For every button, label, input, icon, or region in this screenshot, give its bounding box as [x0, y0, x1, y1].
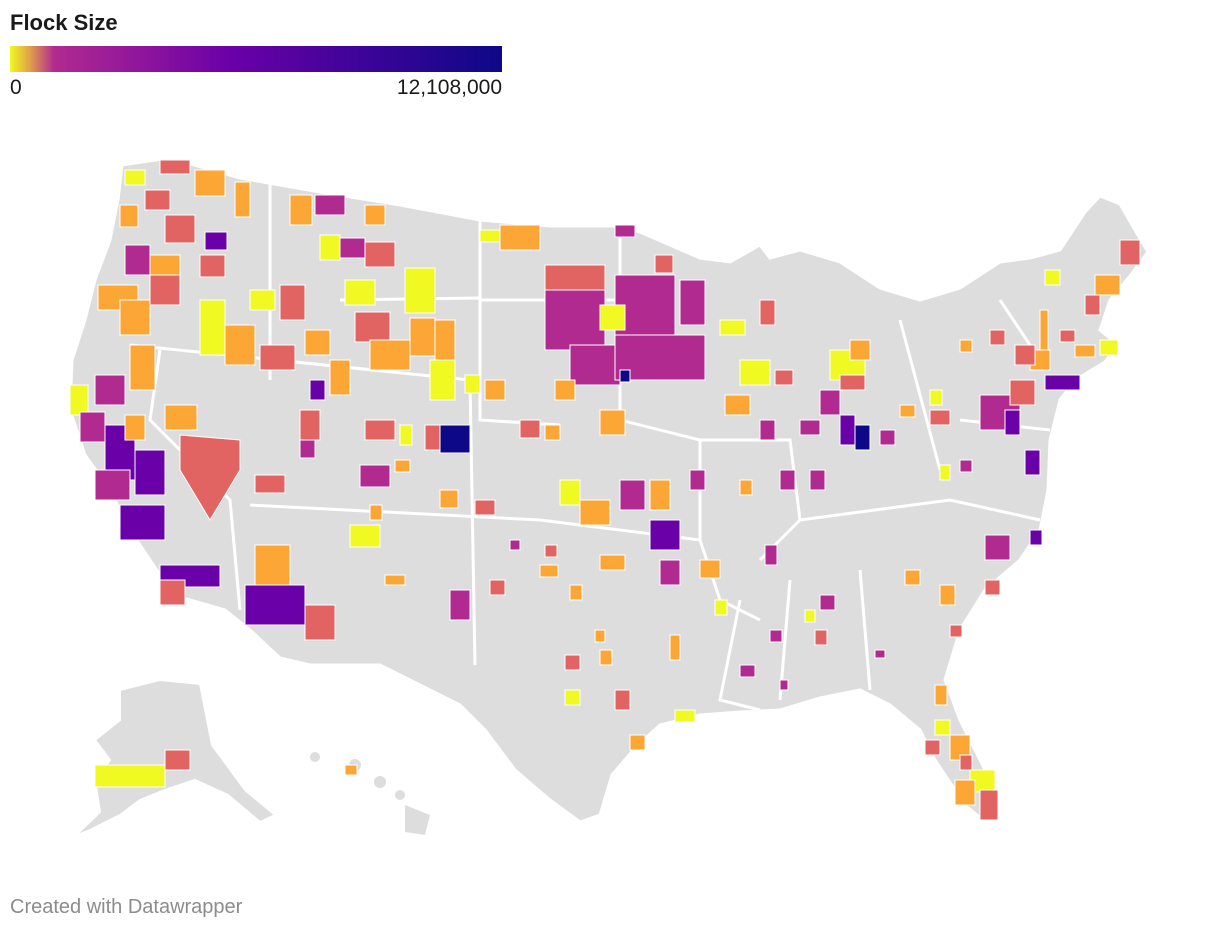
- datawrapper-credit[interactable]: Created with Datawrapper: [10, 896, 243, 918]
- legend-color-scale: [10, 46, 502, 72]
- contiguous-us-shape[interactable]: [68, 156, 1150, 824]
- legend-min-label: 0: [10, 76, 22, 99]
- legend-title: Flock Size: [10, 10, 118, 35]
- county-fill-layer[interactable]: [69, 159, 1141, 821]
- hawaii-shapes[interactable]: [310, 752, 430, 835]
- legend-max-label: 12,108,000: [396, 76, 502, 99]
